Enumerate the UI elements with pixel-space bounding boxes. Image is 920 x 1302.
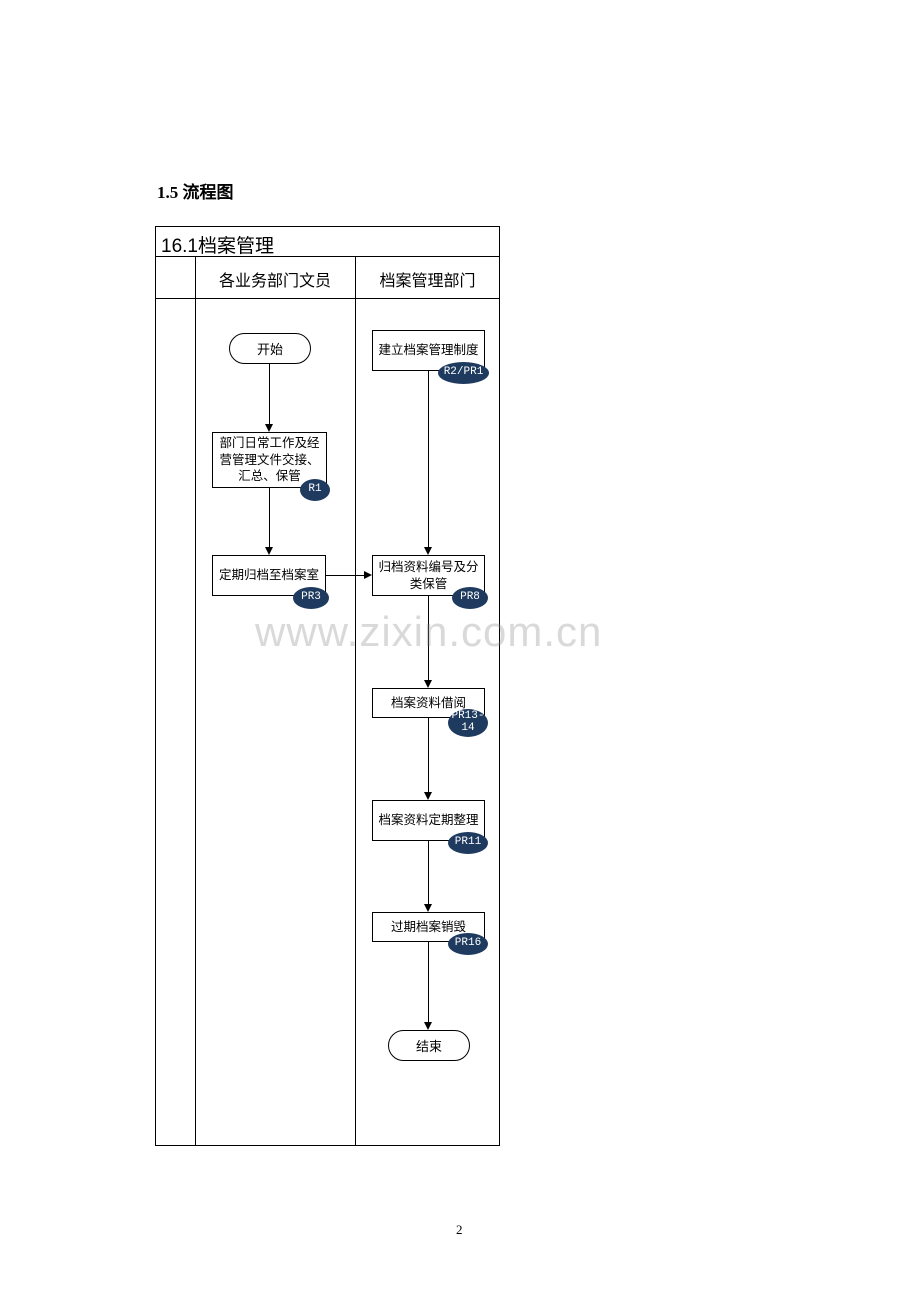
column-header-right: 档案管理部门 (355, 267, 500, 291)
edge-n5-n6 (428, 718, 429, 792)
arrowhead-n6-n7 (424, 904, 432, 912)
section-heading: 1.5 流程图 (157, 178, 234, 203)
badge-pr3: PR3 (293, 587, 329, 609)
page-number: 2 (456, 1222, 463, 1238)
arrowhead-n7-end (424, 1022, 432, 1030)
lane-divider (355, 256, 356, 1146)
node-destroy-label: 过期档案销毁 (391, 919, 466, 936)
arrowhead-n2-n3 (265, 547, 273, 555)
node-establish-system-label: 建立档案管理制度 (378, 342, 478, 359)
badge-r1-label: R1 (308, 484, 321, 496)
title-divider (155, 256, 500, 257)
flowchart-title: 16.1档案管理 (161, 231, 274, 258)
arrowhead-n1-n4 (424, 547, 432, 555)
edge-n2-n3 (269, 488, 270, 547)
node-start-label: 开始 (257, 339, 283, 358)
header-divider (155, 298, 500, 299)
badge-pr16-label: PR16 (455, 938, 481, 950)
edge-n3-n4 (326, 575, 364, 576)
badge-pr8: PR8 (452, 587, 488, 609)
badge-r2pr1-label: R2/PR1 (444, 367, 484, 379)
badge-pr3-label: PR3 (301, 592, 321, 604)
document-page: 1.5 流程图 16.1档案管理 各业务部门文员 档案管理部门 开始 建立档案管… (0, 0, 920, 1302)
badge-pr16: PR16 (448, 933, 488, 955)
edge-start-n2 (269, 364, 270, 424)
node-periodic-archive-label: 定期归档至档案室 (219, 567, 319, 584)
edge-n1-n4 (428, 371, 429, 547)
badge-r1: R1 (300, 479, 330, 501)
arrowhead-n4-n5 (424, 680, 432, 688)
badge-pr11-label: PR11 (455, 837, 481, 849)
badge-r2pr1: R2/PR1 (438, 362, 489, 384)
arrowhead-n5-n6 (424, 792, 432, 800)
node-end-label: 结束 (416, 1036, 442, 1055)
edge-n4-n5 (428, 596, 429, 680)
arrowhead-start-n2 (265, 424, 273, 432)
node-borrow-label: 档案资料借阅 (391, 695, 466, 712)
node-end: 结束 (388, 1030, 470, 1061)
badge-pr11: PR11 (448, 832, 488, 854)
node-periodic-sort-label: 档案资料定期整理 (378, 812, 478, 829)
badge-pr13-14-label: PR13-14 (448, 711, 488, 734)
column-header-left: 各业务部门文员 (195, 267, 355, 291)
node-start: 开始 (229, 333, 311, 364)
node-daily-work-label: 部门日常工作及经营管理文件交接、汇总、保管 (218, 435, 321, 486)
edge-n7-end (428, 942, 429, 1022)
arrowhead-n3-n4 (364, 571, 372, 579)
edge-n6-n7 (428, 841, 429, 904)
badge-pr8-label: PR8 (460, 592, 480, 604)
badge-pr13-14: PR13-14 (448, 709, 488, 737)
lane-gutter (195, 256, 196, 1146)
